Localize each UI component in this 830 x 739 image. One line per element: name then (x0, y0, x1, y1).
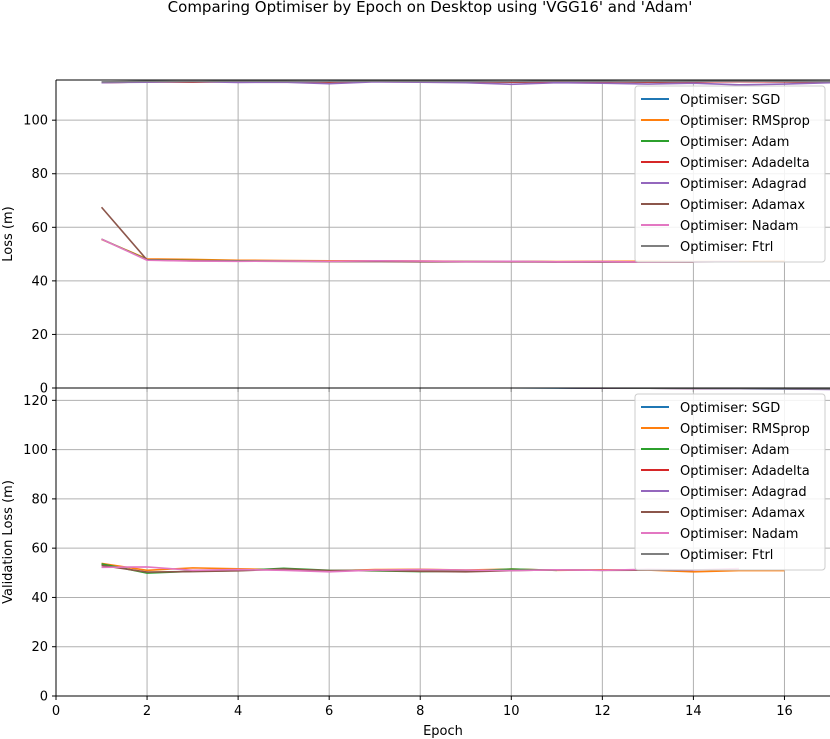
legend-label: Optimiser: Adagrad (680, 485, 807, 500)
legend-label: Optimiser: Adagrad (680, 177, 807, 192)
y-tick-label: 80 (31, 492, 48, 507)
series-line-nadam (101, 238, 739, 263)
legend-label: Optimiser: SGD (680, 93, 780, 108)
y-tick-label: 0 (40, 690, 48, 705)
x-tick-label: 16 (776, 704, 793, 719)
series-line-adagrad (101, 80, 830, 86)
subplot-2: 0 20 40 60 80 100 120 0 2 4 6 8 10 12 14 16 Validation L… (1, 387, 830, 739)
legend-label: Optimiser: Adadelta (680, 156, 810, 171)
legend-box (634, 393, 826, 571)
legend-box (634, 85, 826, 263)
series-line-ftrl (101, 80, 830, 83)
x-tick-label: 8 (416, 704, 424, 719)
y-tick-label: 100 (23, 114, 48, 129)
y-tick-label: 120 (23, 394, 48, 409)
series-line-adamax (100, 206, 694, 263)
legend-label: Optimiser: Ftrl (680, 240, 773, 255)
y-tick-label: 0 (40, 382, 48, 397)
x-tick-label: 0 (52, 704, 60, 719)
y-axis-label: Loss (m) (1, 206, 16, 261)
y-tick-label: 40 (31, 591, 48, 606)
legend: Optimiser: SGD Optimiser: RMSprop Optimise… (634, 393, 826, 571)
series-lines (100, 80, 830, 263)
y-tick-label: 80 (31, 167, 48, 182)
legend-label: Optimiser: Adamax (680, 198, 805, 213)
legend-label: Optimiser: Adam (680, 443, 789, 458)
legend-label: Optimiser: Nadam (680, 219, 798, 234)
y-tick-label: 60 (31, 221, 48, 236)
x-tick-label: 10 (503, 704, 520, 719)
x-axis-label: Epoch (423, 724, 463, 739)
y-tick-label: 40 (31, 274, 48, 289)
legend-label: Optimiser: Adam (680, 135, 789, 150)
legend-label: Optimiser: Adamax (680, 506, 805, 521)
series-line-nadam (101, 566, 739, 573)
y-tick-label: 20 (31, 640, 48, 655)
legend-label: Optimiser: Ftrl (680, 548, 773, 563)
legend-label: Optimiser: SGD (680, 401, 780, 416)
y-tick-label: 60 (31, 542, 48, 557)
x-tick-label: 12 (594, 704, 611, 719)
x-tick-label: 14 (685, 704, 702, 719)
legend: Optimiser: SGD Optimiser: RMSprop Optimise… (634, 85, 826, 263)
legend-label: Optimiser: Adadelta (680, 464, 810, 479)
legend-label: Optimiser: Nadam (680, 527, 798, 542)
x-tick-label: 4 (234, 704, 242, 719)
legend-label: Optimiser: RMSprop (680, 422, 810, 437)
y-tick-label: 20 (31, 328, 48, 343)
y-axis-label: Validation Loss (m) (1, 480, 16, 604)
figure-title: Comparing Optimiser by Epoch on Desktop … (168, 0, 693, 16)
x-tick-label: 2 (143, 704, 151, 719)
y-tick-label: 100 (23, 443, 48, 458)
x-tick-label: 6 (325, 704, 333, 719)
legend-label: Optimiser: RMSprop (680, 114, 810, 129)
